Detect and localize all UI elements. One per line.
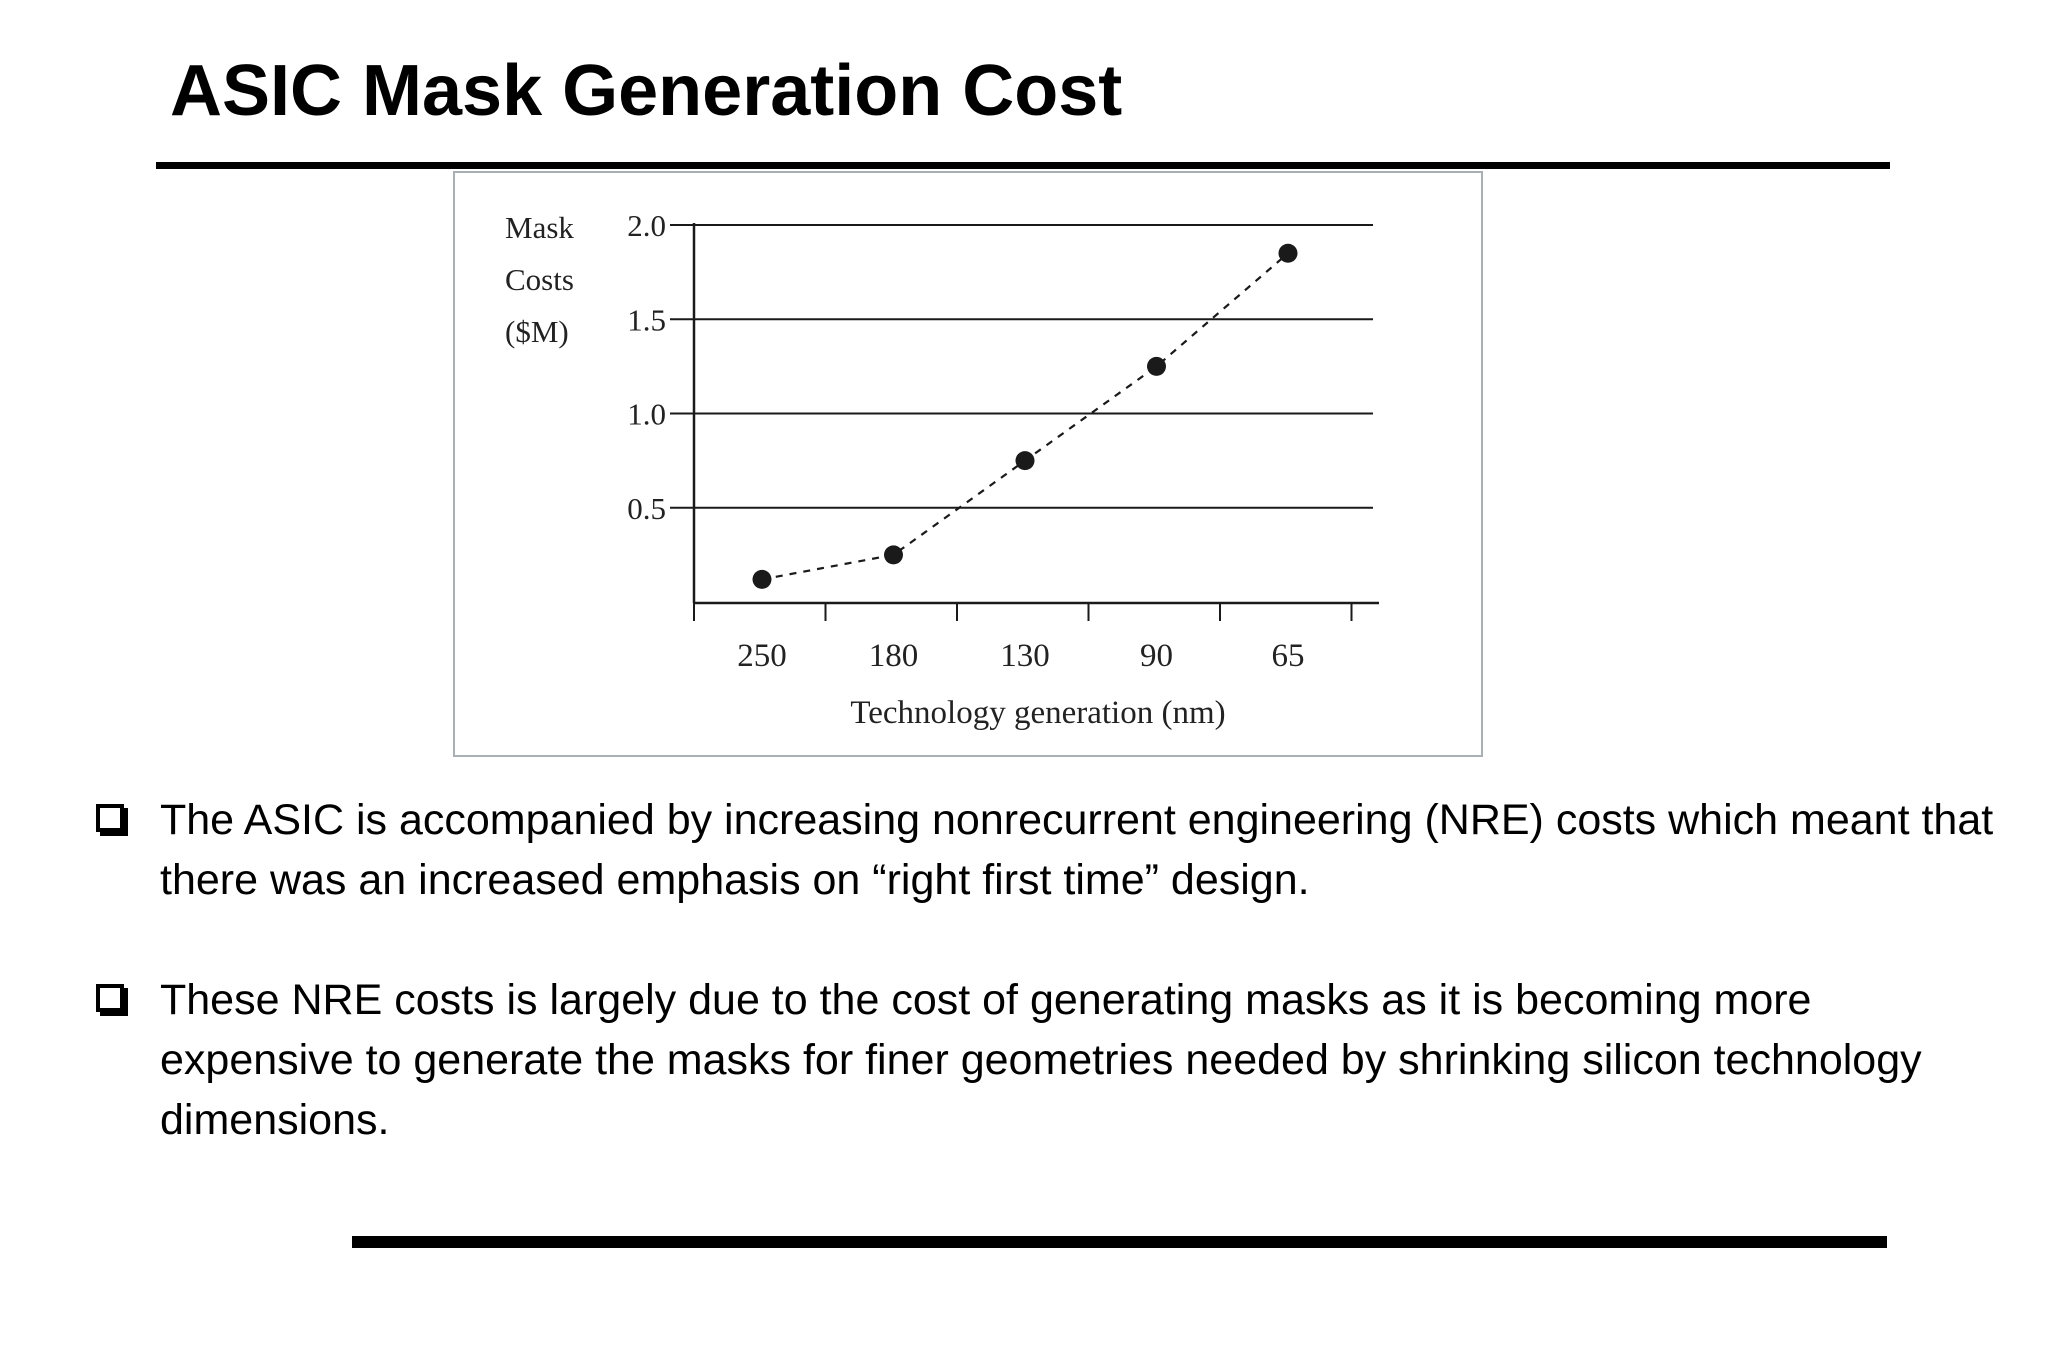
y-tick-labels: 2.0 1.5 1.0 0.5 [627, 208, 666, 526]
footer-divider [352, 1236, 1887, 1248]
y-tick-label: 1.5 [627, 302, 666, 337]
y-tick-label: 1.0 [627, 397, 666, 432]
y-axis-label-line: Costs [505, 262, 574, 297]
chart-gridlines [670, 224, 1373, 509]
x-tick-label: 250 [737, 638, 787, 674]
x-axis-label: Technology generation (nm) [850, 695, 1225, 731]
checkbox-bullet-icon [96, 984, 124, 1012]
y-tick-label: 2.0 [627, 208, 666, 243]
y-axis-label: Mask Costs ($M) [505, 210, 574, 349]
bullet-list: The ASIC is accompanied by increasing no… [96, 790, 1996, 1210]
data-point [1015, 451, 1035, 471]
x-tick-label: 130 [1000, 638, 1050, 674]
data-point [1278, 243, 1298, 263]
x-tick-label: 180 [869, 638, 919, 674]
bullet-text: These NRE costs is largely due to the co… [160, 976, 1922, 1144]
mask-cost-chart: 2.0 1.5 1.0 0.5 250 180 130 90 65 Mask Costs ($M)… [505, 208, 1379, 731]
data-point [1147, 356, 1166, 376]
title-divider [156, 162, 1890, 169]
data-points [752, 243, 1298, 589]
series-line [761, 252, 1289, 581]
slide-title: ASIC Mask Generation Cost [170, 51, 1123, 131]
y-axis-label-line: Mask [505, 210, 574, 245]
bullet-item: The ASIC is accompanied by increasing no… [96, 790, 1996, 910]
y-tick-label: 0.5 [627, 491, 666, 526]
bullet-text: The ASIC is accompanied by increasing no… [160, 796, 1994, 904]
data-point [884, 545, 903, 565]
chart-figure: 2.0 1.5 1.0 0.5 250 180 130 90 65 Mask Costs ($M)… [453, 171, 1483, 757]
x-tick-labels: 250 180 130 90 65 [737, 638, 1304, 674]
x-tick-label: 65 [1272, 638, 1305, 674]
x-tick-label: 90 [1140, 638, 1173, 674]
data-point [752, 569, 772, 589]
checkbox-bullet-icon [96, 804, 124, 832]
x-tick-marks [693, 603, 1353, 621]
y-axis-label-line: ($M) [505, 314, 569, 349]
bullet-item: These NRE costs is largely due to the co… [96, 970, 1996, 1150]
